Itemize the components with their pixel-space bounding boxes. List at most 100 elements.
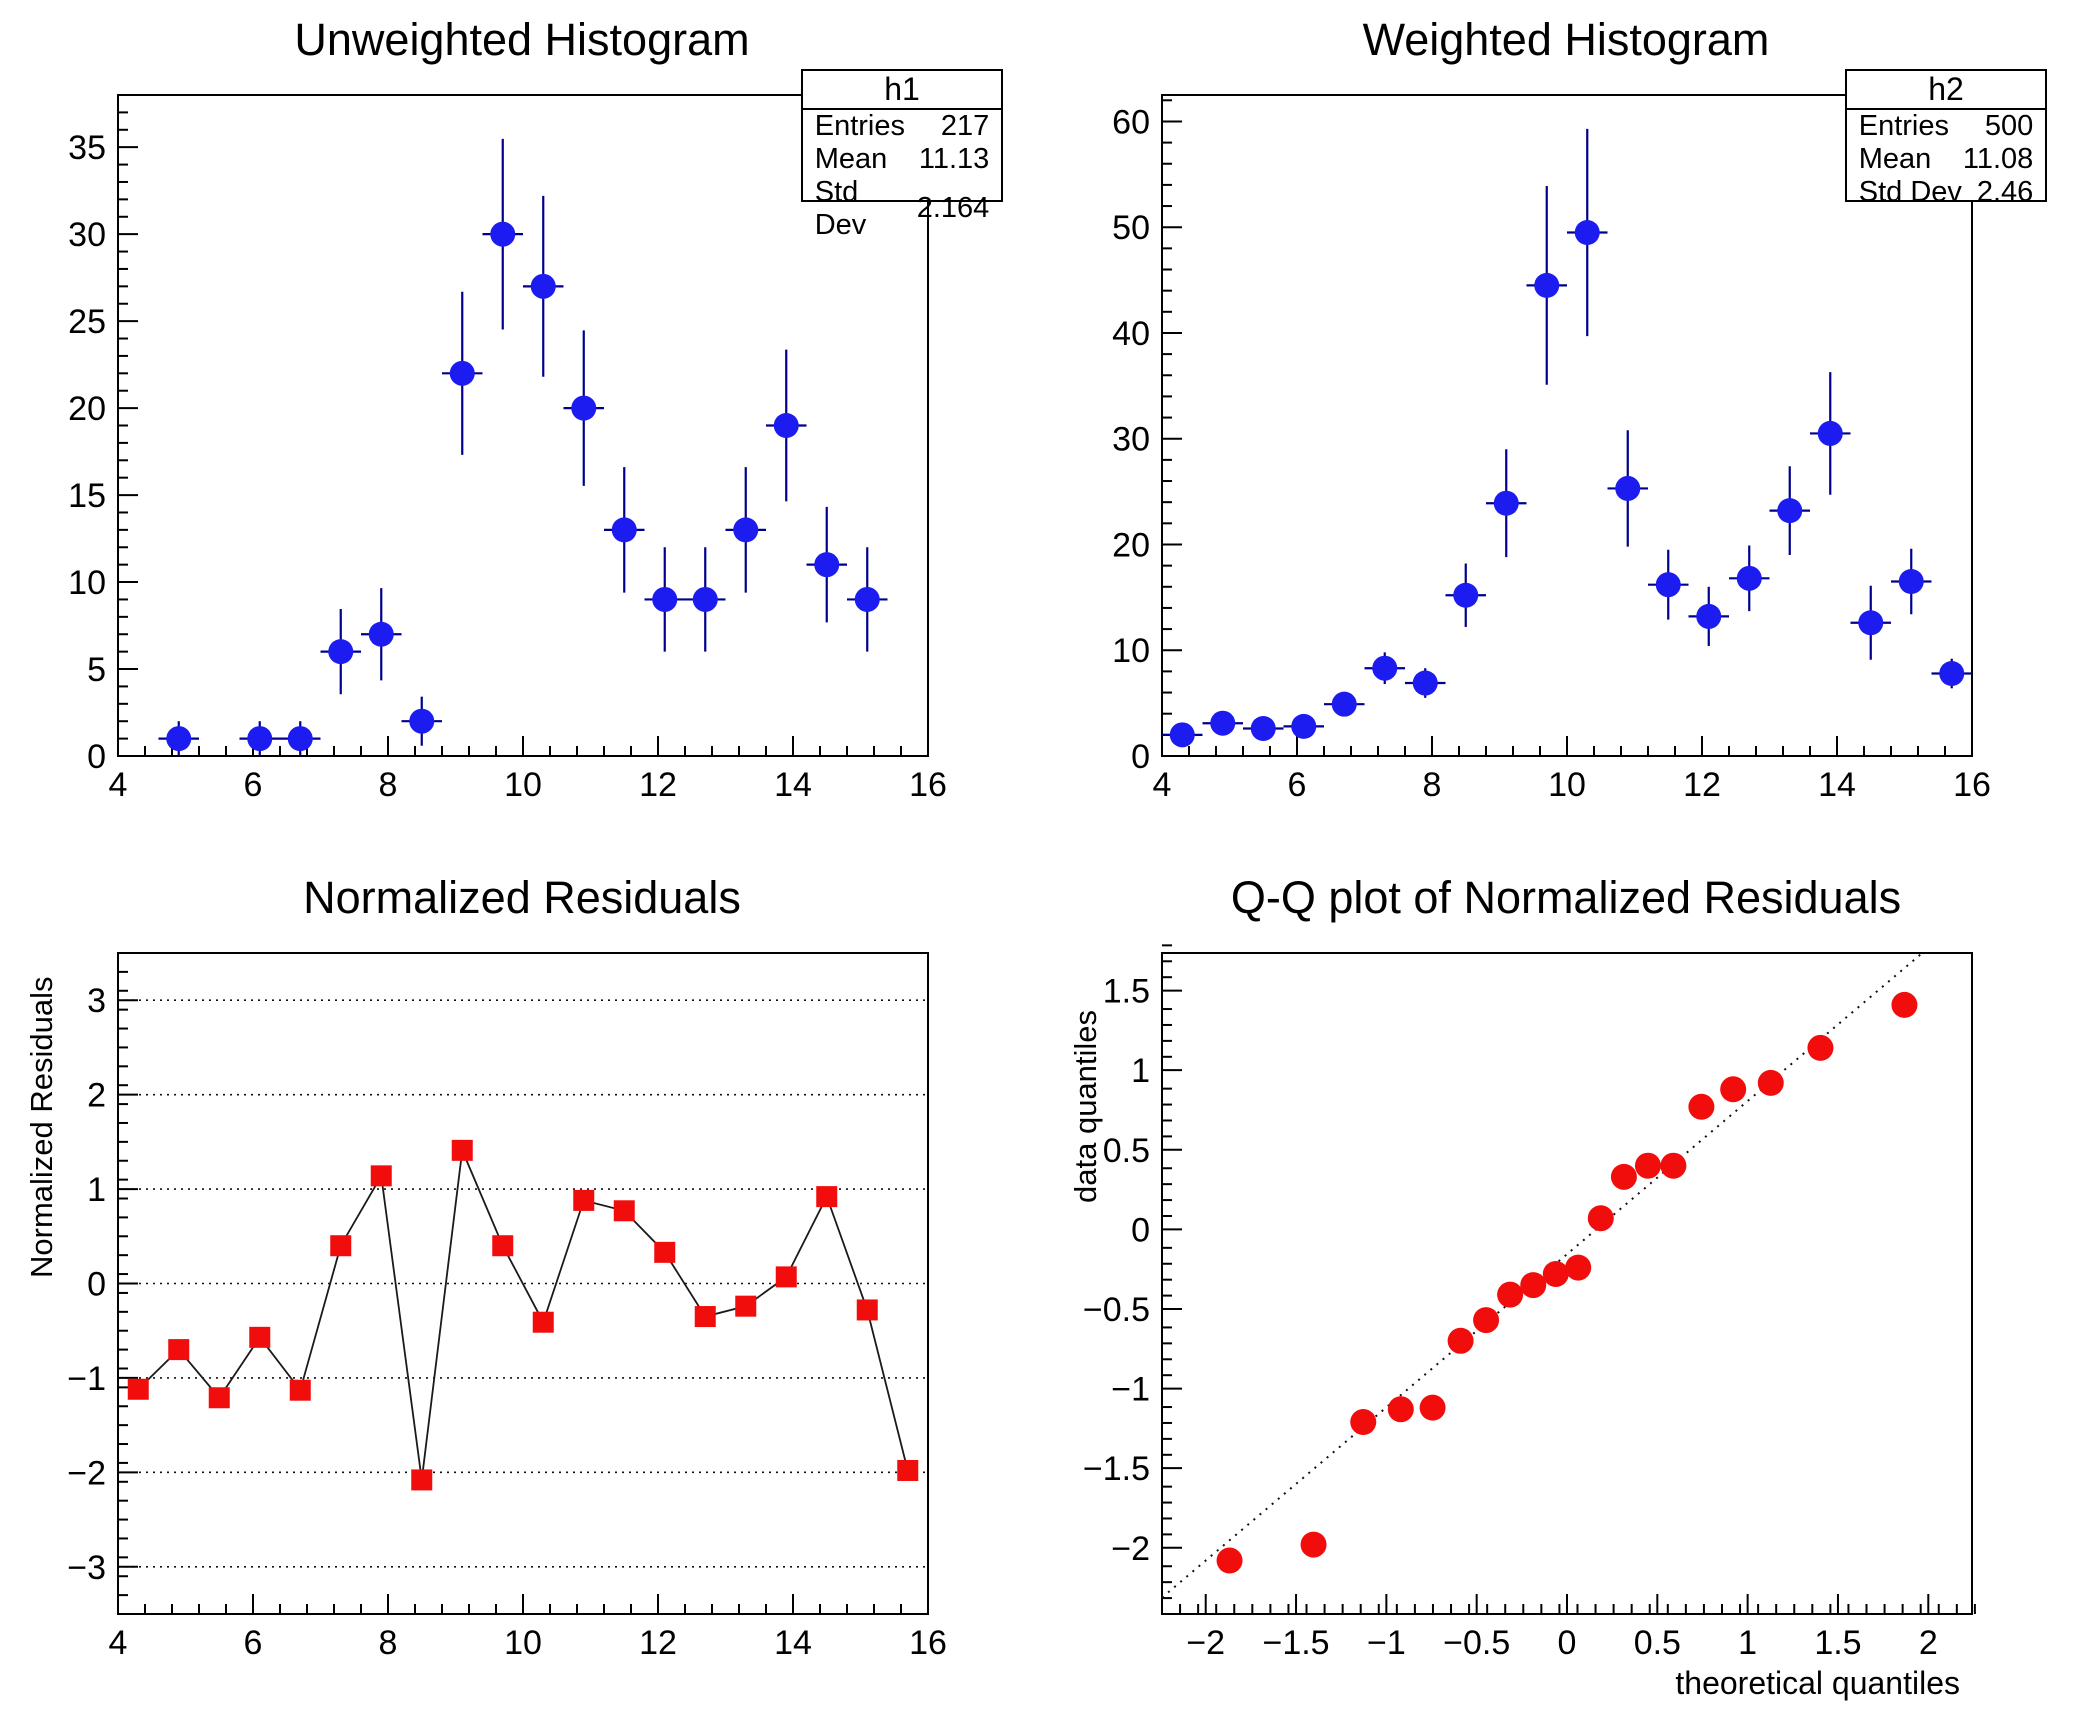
data-point-marker <box>1634 1152 1661 1179</box>
data-point-marker <box>1412 670 1438 696</box>
data-point-marker <box>1574 219 1600 245</box>
x-tick-label: −1 <box>1367 1624 1406 1662</box>
y-tick-label: 2 <box>87 1077 106 1115</box>
data-point-marker <box>1587 1205 1614 1232</box>
chart-title-unweighted: Unweighted Histogram <box>294 14 750 65</box>
axes <box>117 952 929 1615</box>
stats-label: Std Dev <box>814 175 867 241</box>
data-point-marker <box>1939 661 1965 687</box>
frame <box>1161 952 1973 1615</box>
y-axis-title: data quantiles <box>1068 1010 1103 1203</box>
error-bars <box>158 138 888 756</box>
data-point-marker <box>773 413 799 438</box>
gridlines <box>118 999 928 1568</box>
data-point-marker <box>897 1459 919 1481</box>
x-tick-label: 14 <box>774 1624 812 1662</box>
y-tick-label: 1.5 <box>1103 973 1150 1011</box>
data-point-marker <box>411 1469 433 1491</box>
data-point-marker <box>492 1235 514 1257</box>
y-tick-label: 50 <box>1112 209 1150 247</box>
y-tick-label: 10 <box>1112 632 1150 670</box>
x-tick-label: 14 <box>774 766 812 804</box>
markers <box>166 221 880 752</box>
x-tick-label: 8 <box>1423 766 1442 804</box>
x-tick-label: 1 <box>1738 1624 1757 1662</box>
plot-frame <box>1161 952 1973 1615</box>
data-point-marker <box>1615 475 1641 501</box>
y-tick-label: −2 <box>1111 1530 1150 1568</box>
x-tick-label: 16 <box>909 1624 947 1662</box>
data-series <box>137 1146 909 1481</box>
data-point-marker <box>1493 490 1519 516</box>
markers <box>127 1139 919 1491</box>
stats-label: Std Dev <box>1858 175 1962 208</box>
stats-label: Mean <box>814 142 888 175</box>
data-point-marker <box>1777 498 1803 524</box>
data-point-marker <box>449 360 475 386</box>
x-tick-label: 6 <box>244 1624 263 1662</box>
y-tick-label: 15 <box>68 477 106 515</box>
x-axis-title: theoretical quantiles <box>1675 1665 1960 1701</box>
data-point-marker <box>694 1306 716 1328</box>
stats-value: 2.164 <box>916 192 990 225</box>
pad-unweighted-histogram: Unweighted Histogram 4 6 8 10 12 14 16 0 5 10 15 20… <box>0 0 1044 858</box>
x-tick-label: 0 <box>1558 1624 1577 1662</box>
y-tick-label: 0 <box>1131 1211 1150 1249</box>
y-tick-label: 60 <box>1112 103 1150 141</box>
stats-row-stddev: Std Dev 2.46 <box>1847 176 2046 209</box>
chart-canvas-unweighted: 4 6 8 10 12 14 16 0 5 10 15 20 25 30 35 <box>68 94 947 804</box>
x-tick-label: 10 <box>1548 766 1586 804</box>
y-tick-label: 30 <box>1112 421 1150 459</box>
y-tick-label: 0 <box>87 738 106 776</box>
y-tick-label: 5 <box>87 651 106 689</box>
stats-row-stddev: Std Dev 2.164 <box>803 176 1002 242</box>
axes <box>117 94 929 757</box>
x-tick-label: 4 <box>109 1624 128 1662</box>
axis-labels: −2 −1.5 −1 −0.5 0 0.5 1 1.5 2 −2 −1.5 −1 −0.5 0 0.5 1 1.… <box>1068 973 1960 1701</box>
x-tick-label: −0.5 <box>1443 1624 1510 1662</box>
y-tick-label: 20 <box>68 390 106 428</box>
data-point-marker <box>247 726 273 752</box>
stats-value: 217 <box>940 109 990 142</box>
data-point-marker <box>328 639 354 665</box>
data-point-marker <box>692 586 718 612</box>
data-point-marker <box>1216 1547 1243 1574</box>
data-point-marker <box>613 1200 635 1222</box>
data-point-marker <box>1419 1394 1446 1421</box>
x-tick-label: 8 <box>379 766 398 804</box>
data-point-marker <box>1372 655 1398 681</box>
chart-canvas-qq: −2 −1.5 −1 −0.5 0 0.5 1 1.5 2 −2 −1.5 −1 −0.5 0 0.5 1 1.… <box>1068 944 1976 1701</box>
data-point-marker <box>571 395 597 421</box>
stats-box-title: h1 <box>802 71 1002 110</box>
data-point-marker <box>1291 713 1317 739</box>
x-tick-label: 2 <box>1919 1624 1938 1662</box>
data-point-marker <box>370 1165 392 1187</box>
data-point-marker <box>775 1266 797 1288</box>
y-axis-title: Normalized Residuals <box>24 976 59 1278</box>
data-point-marker <box>735 1295 757 1317</box>
data-point-marker <box>168 1339 190 1361</box>
data-point-marker <box>451 1139 473 1161</box>
data-point-marker <box>654 1241 676 1263</box>
y-tick-label: 1 <box>1131 1052 1150 1090</box>
data-point-marker <box>1520 1272 1547 1299</box>
data-point-marker <box>208 1387 230 1409</box>
data-point-marker <box>409 708 435 734</box>
pad-normalized-residuals: Normalized Residuals 4 6 8 10 12 14 16 −3 −2 −1 0 1… <box>0 858 1044 1716</box>
x-tick-label: 8 <box>379 1624 398 1662</box>
y-tick-label: 0 <box>1131 738 1150 776</box>
stats-box-h1: h1 Entries 217 Mean 11.13 Std Dev 2.164 <box>800 68 1004 241</box>
x-tick-label: 12 <box>1683 766 1721 804</box>
y-tick-label: 40 <box>1112 315 1150 353</box>
stats-value: 2.46 <box>1976 175 2034 208</box>
y-tick-label: −3 <box>67 1549 106 1587</box>
data-point-marker <box>532 1311 554 1333</box>
markers <box>1169 219 1965 748</box>
stats-row-mean: Mean 11.08 <box>1847 143 2046 176</box>
y-tick-label: −1 <box>1111 1371 1150 1409</box>
x-tick-label: 16 <box>909 766 947 804</box>
x-tick-label: −2 <box>1186 1624 1225 1662</box>
data-point-marker <box>573 1189 595 1211</box>
data-point-marker <box>1660 1152 1687 1179</box>
error-bars <box>1162 128 1972 744</box>
